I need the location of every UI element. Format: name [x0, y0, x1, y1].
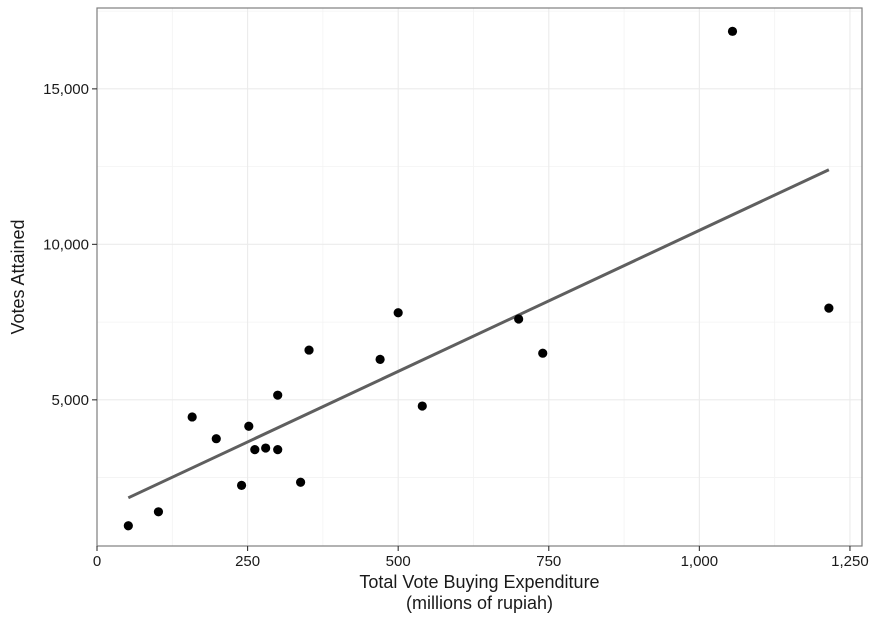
data-point	[211, 434, 221, 444]
y-axis-ticks: 5,000 10,000 15,000	[43, 81, 97, 409]
data-point	[417, 401, 427, 411]
fit-line-layer	[127, 168, 830, 500]
x-axis-ticks: 0 250 500 750 1,000 1,250	[93, 546, 869, 570]
data-points	[123, 26, 834, 531]
x-axis-subtitle: (millions of rupiah)	[406, 593, 553, 613]
data-point	[514, 314, 524, 324]
y-axis-title: Votes Attained	[8, 219, 28, 334]
data-point	[261, 443, 271, 453]
data-point	[250, 444, 260, 455]
data-point	[824, 303, 834, 313]
plot-panel-border	[96, 7, 863, 547]
x-tick-label: 1,000	[681, 553, 719, 570]
data-point	[375, 354, 385, 365]
data-point	[244, 421, 254, 431]
data-point	[727, 26, 738, 36]
x-tick-label: 0	[93, 553, 101, 570]
y-tick-label: 5,000	[51, 392, 89, 409]
data-point	[187, 412, 197, 422]
data-point	[153, 507, 164, 517]
x-tick-label: 750	[536, 553, 561, 570]
grid-lines	[96, 8, 862, 546]
data-point	[273, 444, 283, 455]
data-point	[393, 308, 403, 318]
fit-line	[127, 168, 830, 500]
data-point	[538, 348, 548, 358]
data-point	[304, 345, 314, 355]
data-point	[295, 477, 306, 487]
x-tick-label: 500	[386, 553, 411, 570]
x-axis-title: Total Vote Buying Expenditure	[359, 572, 599, 592]
data-point	[273, 390, 283, 400]
y-tick-label: 10,000	[43, 236, 89, 253]
y-tick-label: 15,000	[43, 81, 89, 98]
data-point	[123, 521, 133, 531]
x-tick-label: 1,250	[831, 553, 869, 570]
data-point	[236, 480, 247, 490]
x-tick-label: 250	[235, 553, 260, 570]
